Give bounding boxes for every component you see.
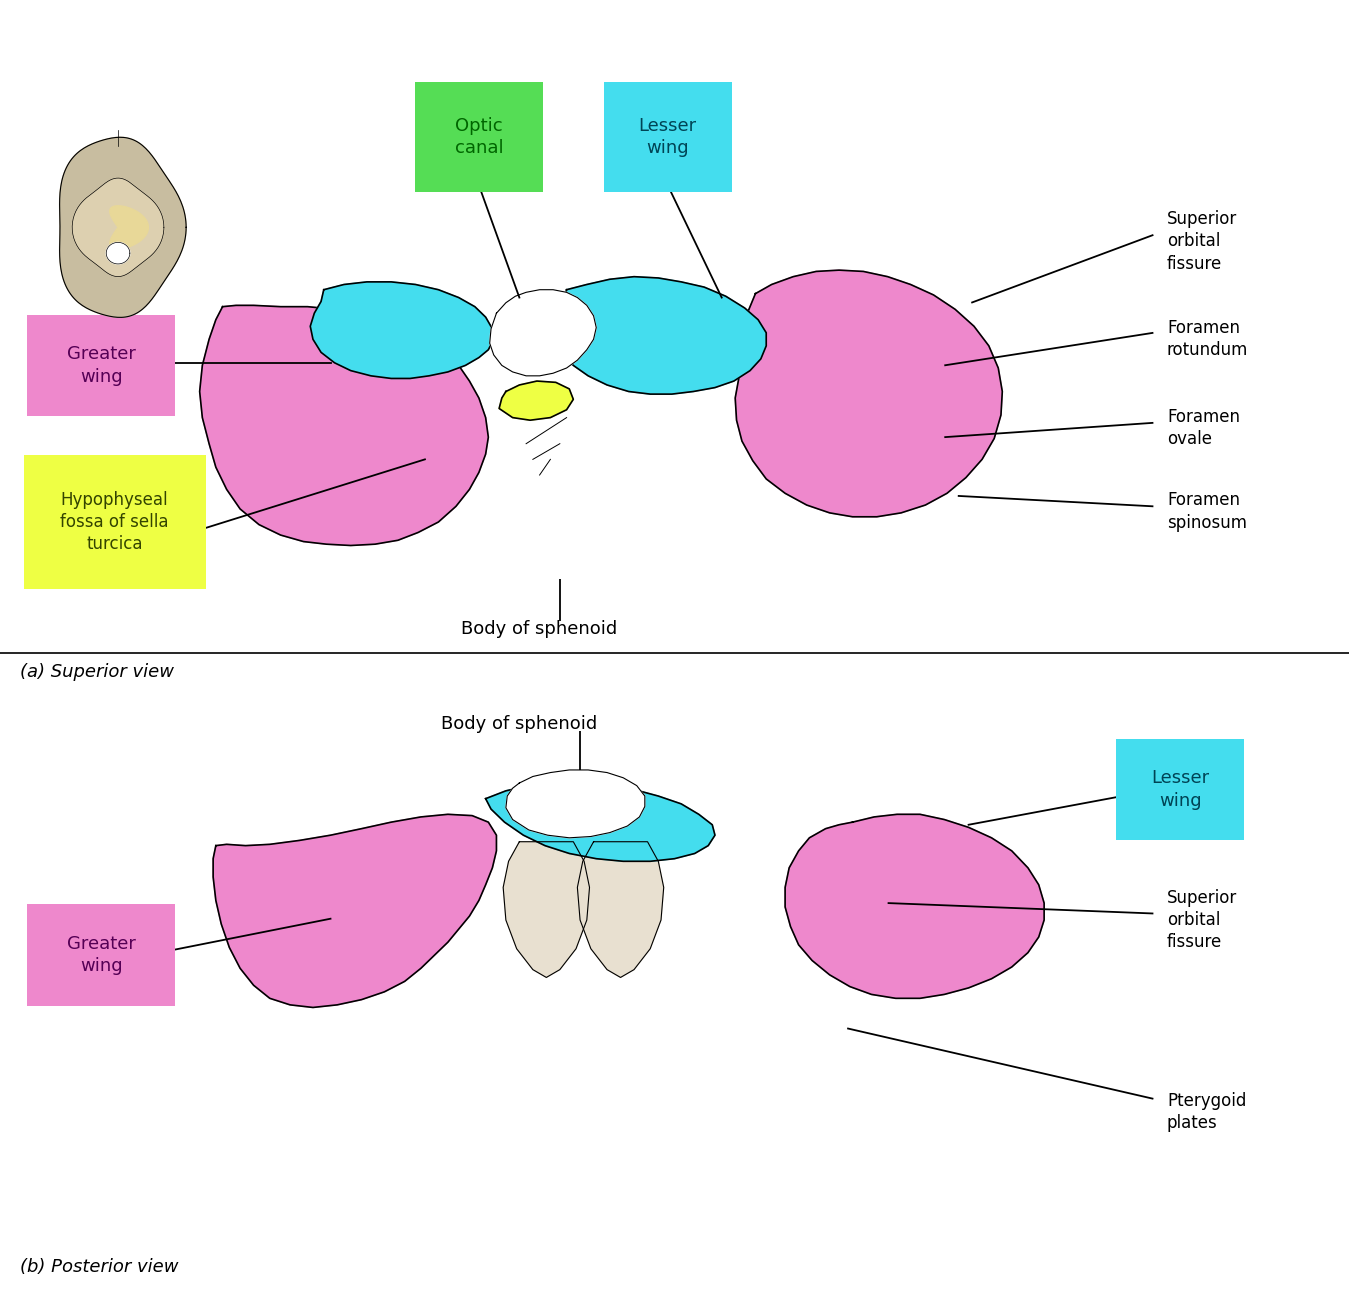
Polygon shape [735,270,1002,517]
Polygon shape [503,842,590,977]
Polygon shape [213,814,496,1007]
Polygon shape [556,277,766,394]
Text: Foramen
rotundum: Foramen rotundum [1167,320,1248,359]
Polygon shape [200,305,488,545]
Text: Body of sphenoid: Body of sphenoid [461,620,618,638]
Text: Greater
wing: Greater wing [66,346,136,385]
Polygon shape [490,290,596,376]
Polygon shape [486,783,715,861]
Polygon shape [59,137,186,317]
Polygon shape [73,177,165,277]
Polygon shape [496,324,534,352]
Polygon shape [506,770,645,838]
Text: Hypophyseal
fossa of sella
turcica: Hypophyseal fossa of sella turcica [61,491,169,553]
Text: Body of sphenoid: Body of sphenoid [441,715,598,733]
Text: Lesser
wing: Lesser wing [1151,770,1210,809]
FancyBboxPatch shape [1117,739,1244,840]
Text: (a) Superior view: (a) Superior view [20,663,174,681]
Polygon shape [310,282,494,378]
Text: Pterygoid
plates: Pterygoid plates [1167,1092,1246,1131]
FancyBboxPatch shape [415,81,542,192]
FancyBboxPatch shape [27,315,175,416]
Text: Optic
canal: Optic canal [455,117,503,157]
Polygon shape [107,243,130,264]
Text: Greater
wing: Greater wing [66,936,136,975]
FancyBboxPatch shape [27,904,175,1006]
Text: Foramen
spinosum: Foramen spinosum [1167,492,1246,531]
Polygon shape [577,842,664,977]
FancyBboxPatch shape [604,81,731,192]
FancyBboxPatch shape [24,455,206,589]
Text: (b) Posterior view: (b) Posterior view [20,1258,178,1276]
Text: Superior
orbital
fissure: Superior orbital fissure [1167,210,1237,273]
Polygon shape [499,381,573,420]
Polygon shape [785,814,1044,998]
Polygon shape [109,206,148,249]
Text: Foramen
ovale: Foramen ovale [1167,408,1240,448]
Text: Lesser
wing: Lesser wing [638,117,697,157]
Text: Superior
orbital
fissure: Superior orbital fissure [1167,889,1237,951]
